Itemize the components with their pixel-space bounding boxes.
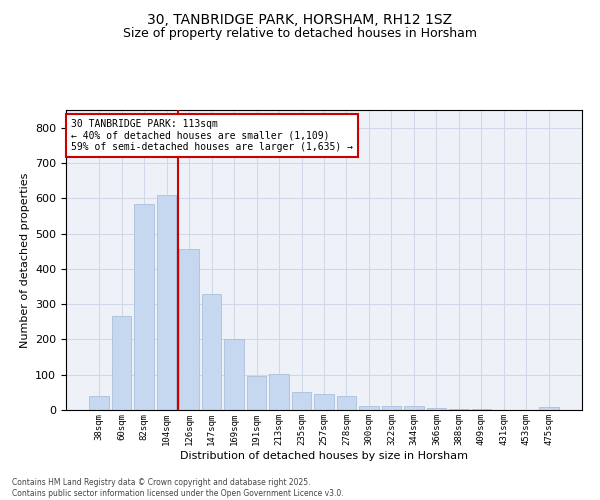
Bar [247,376,266,410]
Text: Size of property relative to detached houses in Horsham: Size of property relative to detached ho… [123,28,477,40]
X-axis label: Distribution of detached houses by size in Horsham: Distribution of detached houses by size … [180,450,468,460]
Bar [269,374,289,410]
Bar [359,406,379,410]
Text: Contains HM Land Registry data © Crown copyright and database right 2025.
Contai: Contains HM Land Registry data © Crown c… [12,478,344,498]
Bar [202,294,221,410]
Bar [427,408,446,410]
Bar [224,340,244,410]
Bar [134,204,154,410]
Text: 30 TANBRIDGE PARK: 113sqm
← 40% of detached houses are smaller (1,109)
59% of se: 30 TANBRIDGE PARK: 113sqm ← 40% of detac… [71,119,353,152]
Bar [112,316,131,410]
Bar [337,396,356,410]
Text: 30, TANBRIDGE PARK, HORSHAM, RH12 1SZ: 30, TANBRIDGE PARK, HORSHAM, RH12 1SZ [148,12,452,26]
Bar [449,409,469,410]
Y-axis label: Number of detached properties: Number of detached properties [20,172,29,348]
Bar [539,407,559,410]
Bar [292,392,311,410]
Bar [314,394,334,410]
Bar [382,406,401,410]
Bar [89,396,109,410]
Bar [404,406,424,410]
Bar [179,250,199,410]
Bar [157,194,176,410]
